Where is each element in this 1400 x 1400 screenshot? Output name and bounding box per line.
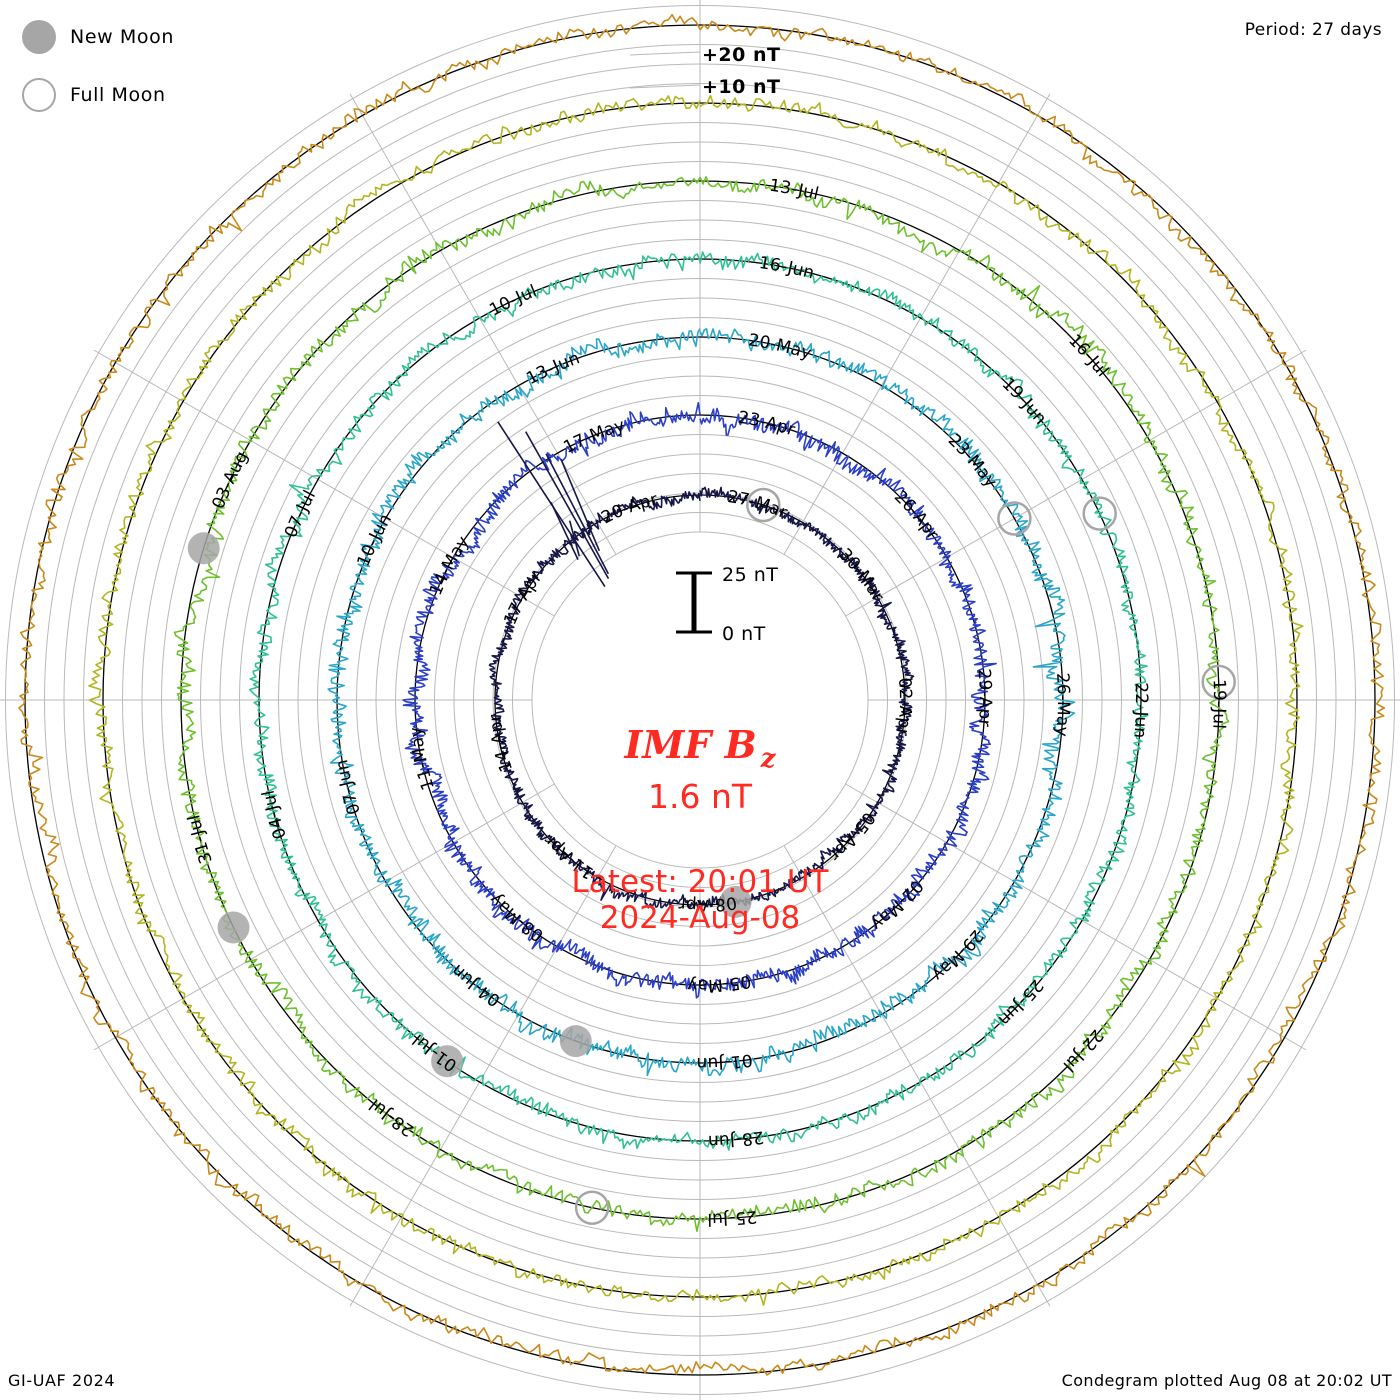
date-tick-label: 27-Mar: [726, 487, 790, 523]
full-moon-icon: [22, 78, 56, 112]
radial-tick-20nt: +20 nT: [702, 44, 780, 66]
date-tick-label: 19-Jun: [998, 374, 1051, 429]
date-tick-label: 01-Jun: [696, 1049, 753, 1073]
date-tick-label: 19-Jul: [1208, 679, 1229, 729]
credit-label: GI-UAF 2024: [8, 1371, 116, 1390]
date-tick-label: 23-Apr: [737, 408, 798, 441]
date-tick-label: 17-Apr: [500, 568, 546, 628]
date-tick-label: 03-Aug: [208, 448, 252, 512]
date-tick-label: 26-Apr: [890, 487, 943, 544]
scale-bar: 25 nT 0 nT: [676, 564, 778, 645]
date-tick-label: 02-Apr: [892, 677, 915, 737]
date-tick-labels: 27-Mar30-Mar02-Apr05-Apr08-Apr11-Apr14-A…: [184, 176, 1229, 1229]
date-tick-label: 28-Jun: [708, 1126, 765, 1150]
date-tick-label: 13-Jul: [768, 176, 821, 205]
new-moon-marker: [217, 911, 250, 944]
scale-bar-bottom-label: 0 nT: [722, 623, 766, 645]
radial-axis-labels: +20 nT +10 nT: [702, 44, 780, 98]
date-tick-label: 20-May: [747, 330, 813, 363]
new-moon-marker: [559, 1025, 592, 1058]
new-moon-marker: [719, 885, 752, 918]
period-label: Period: 27 days: [1244, 20, 1382, 40]
date-tick-label: 07-Jul: [281, 487, 320, 541]
new-moon-marker: [187, 532, 220, 565]
date-tick-label: 22-Jun: [1129, 682, 1151, 739]
date-tick-label: 22-Jul: [1059, 1025, 1107, 1075]
moon-phase-markers: [187, 487, 1236, 1225]
date-tick-label: 28-Jul: [366, 1095, 418, 1141]
full-moon-marker: [746, 487, 781, 523]
date-tick-label: 10-Jun: [353, 511, 396, 570]
latest-date: 2024-Aug-08: [600, 900, 801, 936]
date-tick-label: 25-Jul: [707, 1206, 758, 1229]
date-tick-label: 29-Apr: [973, 668, 995, 727]
full-moon-marker: [997, 501, 1032, 536]
legend-item-new-moon: New Moon: [22, 8, 174, 66]
date-tick-label: 16-Jul: [1064, 331, 1112, 381]
imf-bz-value: 1.6 nT: [648, 777, 753, 816]
new-moon-marker: [431, 1045, 464, 1078]
date-tick-label: 05-Apr: [825, 808, 878, 864]
date-tick-label: 25-Jun: [994, 975, 1047, 1029]
legend-label-new-moon: New Moon: [70, 26, 174, 48]
date-tick-label: 02-May: [867, 876, 927, 935]
full-moon-marker: [1082, 496, 1117, 531]
date-tick-label: 30-Mar: [835, 545, 888, 605]
legend-label-full-moon: Full Moon: [70, 84, 166, 106]
imf-bz-title-subscript: z: [760, 744, 777, 774]
moon-phase-legend: New Moon Full Moon: [22, 8, 174, 124]
date-tick-label: 11-May: [406, 726, 439, 793]
legend-item-full-moon: Full Moon: [22, 66, 174, 124]
date-tick-label: 04-Jul: [259, 788, 291, 841]
date-tick-label: 20-Apr: [598, 490, 659, 529]
date-tick-label: 07-Jun: [332, 758, 365, 817]
date-tick-label: 04-Jun: [448, 960, 504, 1010]
date-tick-label: 16-Jun: [758, 253, 817, 284]
date-tick-label: 05-May: [687, 971, 753, 995]
date-tick-label: 31-Jul: [184, 813, 217, 866]
imf-bz-traces: [18, 13, 1386, 1376]
date-tick-label: 17-May: [560, 416, 627, 458]
date-tick-label: 08-Apr: [678, 892, 738, 915]
scale-bar-top-label: 25 nT: [722, 564, 778, 586]
date-tick-label: 13-Jun: [523, 348, 582, 389]
full-moon-marker: [1201, 664, 1236, 700]
full-moon-marker: [574, 1190, 610, 1225]
imf-bz-title-main: IMF B: [624, 722, 757, 767]
date-tick-label: 26-May: [1051, 672, 1073, 737]
new-moon-icon: [22, 20, 56, 54]
plotted-label: Condegram plotted Aug 08 at 20:02 UT: [1061, 1371, 1392, 1390]
latest-time: Latest: 20:01 UT: [572, 864, 830, 900]
radial-tick-10nt: +10 nT: [702, 76, 780, 98]
